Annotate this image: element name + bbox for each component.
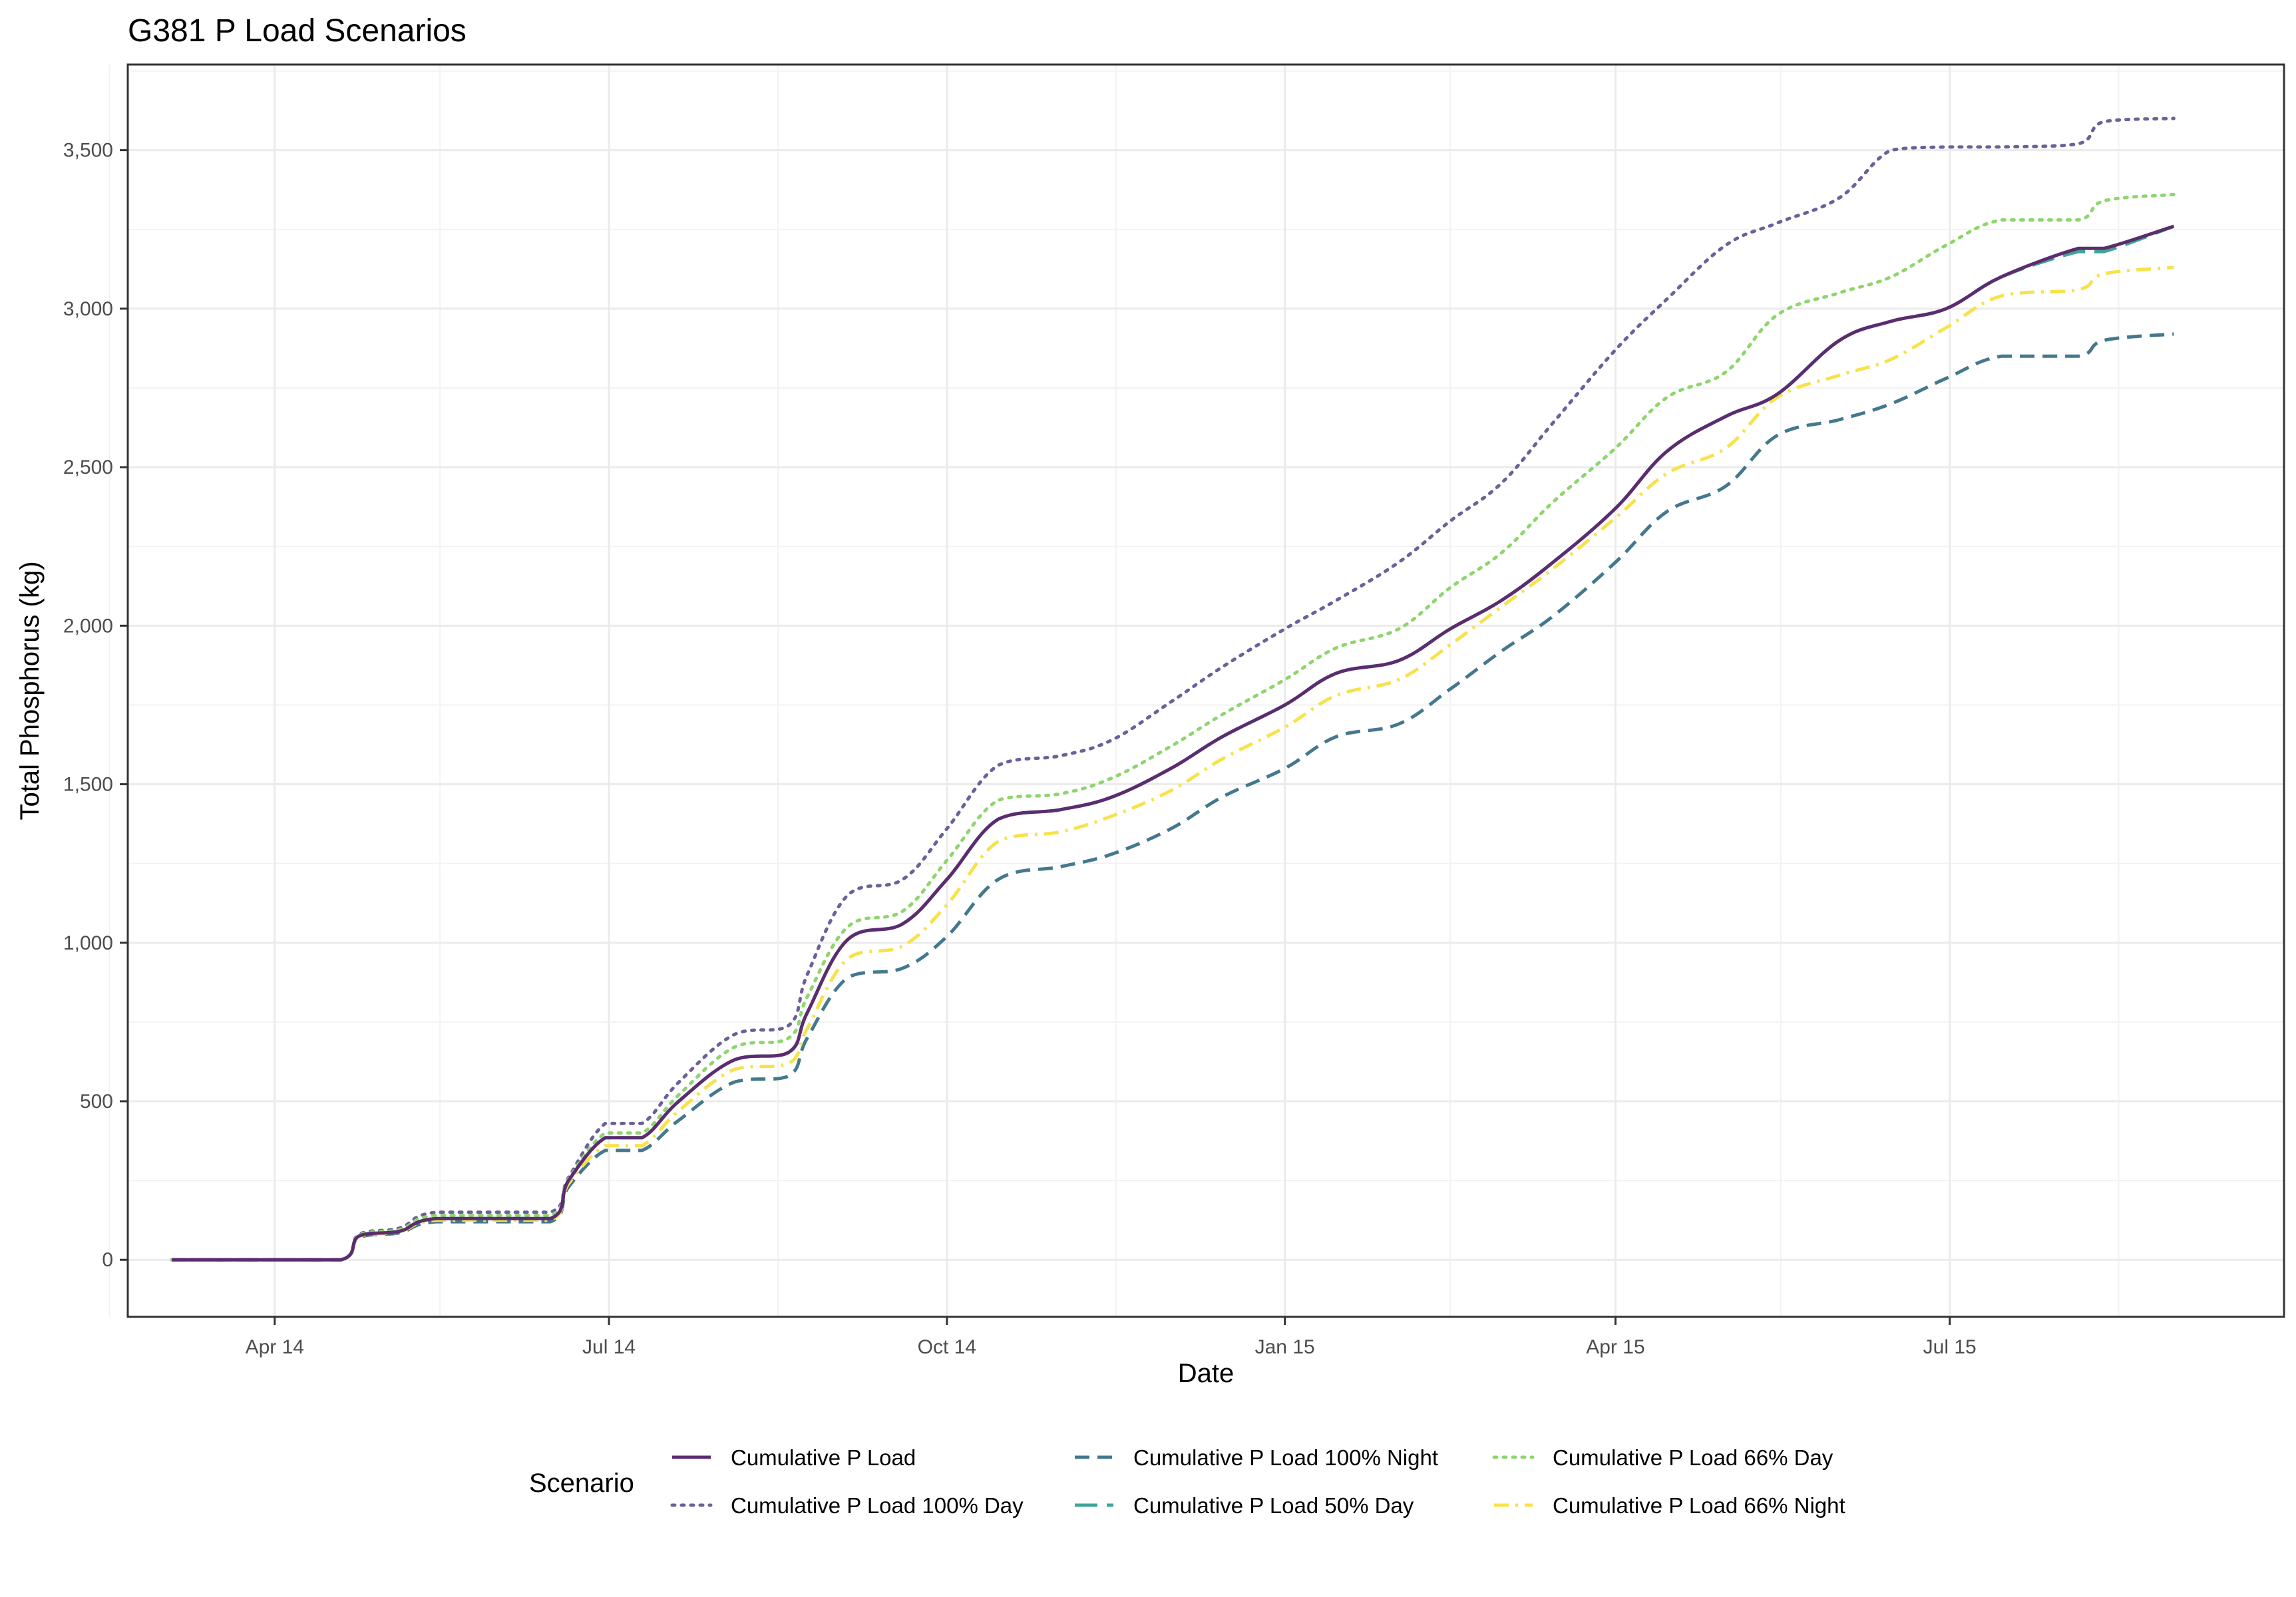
legend-label-1: Cumulative P Load 100% Day (731, 1493, 1024, 1518)
legend-title: Scenario (529, 1469, 634, 1498)
y-tick-label-7: 3,500 (63, 140, 113, 162)
y-tick-label-0: 0 (102, 1249, 113, 1271)
y-tick-label-2: 1,000 (63, 932, 113, 954)
x-axis-title: Date (1178, 1359, 1235, 1388)
y-tick-label-6: 3,000 (63, 298, 113, 320)
x-tick-label-4: Apr 15 (1586, 1336, 1644, 1358)
x-tick-label-3: Jan 15 (1255, 1336, 1315, 1358)
grid-major (128, 65, 2284, 1317)
series-line-1 (170, 116, 2176, 1262)
chart-title: G381 P Load Scenarios (128, 13, 467, 49)
series-lines (170, 116, 2176, 1262)
axis-ticks (120, 149, 1951, 1325)
legend: Cumulative P Load Cumulative P Load 100% … (670, 1445, 1845, 1518)
series-line-4 (170, 192, 2176, 1262)
x-tick-label-1: Jul 14 (582, 1336, 636, 1358)
y-tick-label-1: 500 (80, 1091, 113, 1113)
series-line-5 (172, 266, 2174, 1262)
panel-border (126, 63, 2285, 1318)
legend-label-2: Cumulative P Load 100% Night (1133, 1445, 1438, 1470)
series-line-0 (172, 224, 2175, 1262)
y-tick-label-5: 2,500 (63, 456, 113, 478)
x-tick-label-5: Jul 15 (1923, 1336, 1977, 1358)
y-tick-labels: 0 500 1,000 1,500 2,000 2,500 3,000 3,500 (63, 140, 113, 1272)
legend-label-4: Cumulative P Load 66% Day (1553, 1445, 1833, 1470)
x-tick-labels: Apr 14 Jul 14 Oct 14 Jan 15 Apr 15 Jul 15 (246, 1336, 1977, 1358)
x-tick-label-2: Oct 14 (918, 1336, 976, 1358)
y-axis-title: Total Phosphorus (kg) (15, 561, 45, 820)
grid-minor (108, 65, 2284, 1317)
legend-label-3: Cumulative P Load 50% Day (1133, 1493, 1414, 1518)
series-line-3 (172, 224, 2175, 1262)
legend-label-0: Cumulative P Load (731, 1445, 916, 1470)
y-tick-label-3: 1,500 (63, 774, 113, 796)
series-line-2 (172, 332, 2174, 1262)
y-tick-label-4: 2,000 (63, 615, 113, 637)
x-tick-label-0: Apr 14 (246, 1336, 304, 1358)
legend-label-5: Cumulative P Load 66% Night (1553, 1493, 1845, 1518)
